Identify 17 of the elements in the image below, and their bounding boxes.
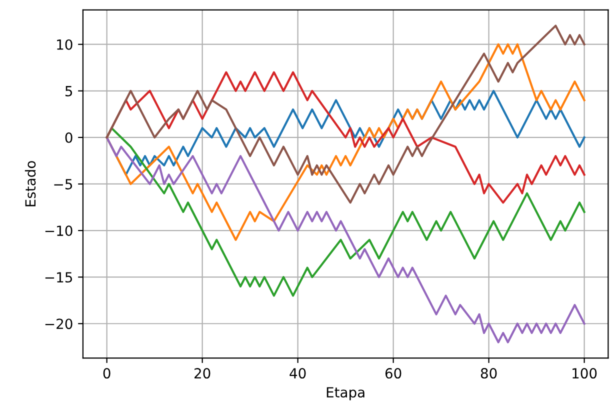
y-tick-label: −10 (45, 226, 72, 236)
line-series (106, 136, 586, 344)
y-tick-label: 0 (65, 132, 72, 143)
x-axis-title: Etapa (326, 387, 364, 400)
y-tick-label: −20 (45, 318, 72, 330)
y-tick-label: 10 (57, 39, 72, 50)
x-tick-label: 20 (194, 368, 210, 379)
y-axis-title: Estado (24, 161, 36, 206)
y-tick-label: −5 (54, 179, 72, 190)
x-tick-label: 40 (290, 368, 306, 379)
line-series (106, 24, 586, 204)
y-tick-label: 5 (65, 86, 72, 96)
x-tick-label: 80 (480, 368, 497, 379)
x-tick-label: 0 (103, 368, 110, 379)
x-tick-label: 100 (572, 368, 597, 379)
x-tick-label: 60 (385, 368, 402, 379)
y-tick-label: −15 (45, 272, 72, 283)
